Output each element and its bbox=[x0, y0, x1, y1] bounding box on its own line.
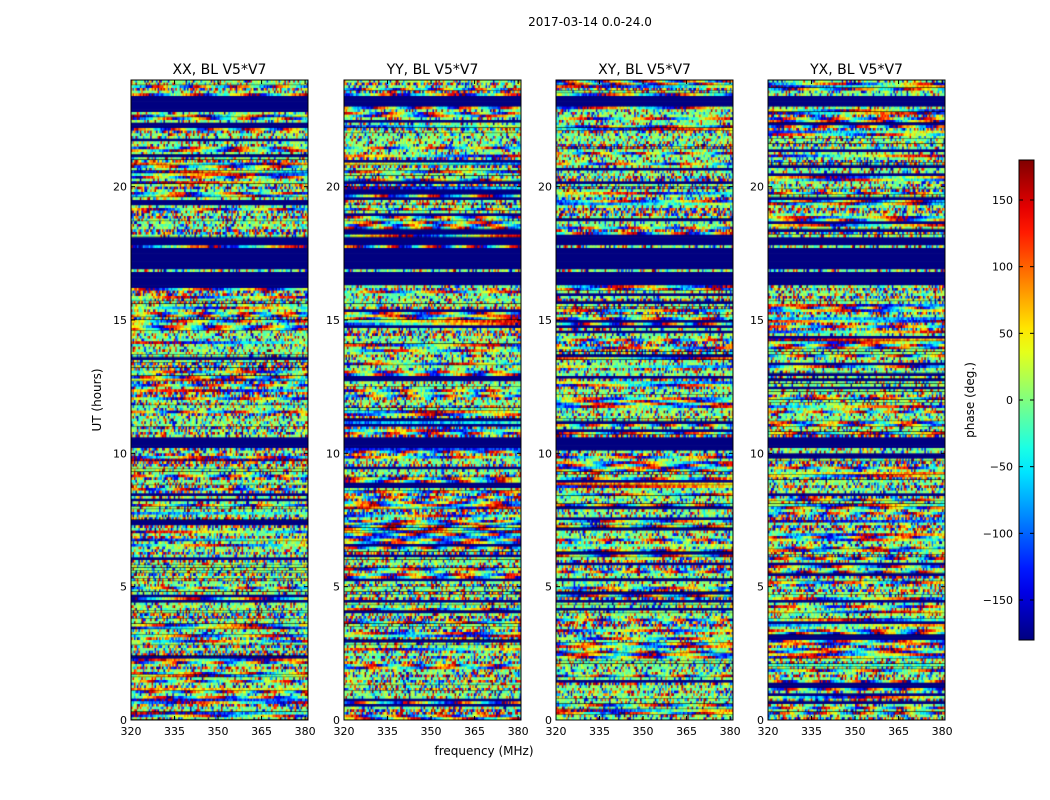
y-tick-label: 10 bbox=[113, 447, 127, 460]
x-tick-label: 350 bbox=[208, 725, 229, 738]
y-tick-label: 15 bbox=[326, 314, 340, 327]
colorbar-tick-label: −150 bbox=[983, 594, 1013, 607]
y-tick-label: 0 bbox=[333, 714, 340, 727]
y-tick-label: 5 bbox=[120, 581, 127, 594]
x-axis-label: frequency (MHz) bbox=[434, 744, 533, 758]
panel-title: YX, BL V5*V7 bbox=[809, 62, 903, 78]
colorbar: −150 −100 −50 0 50 100 150 phase (deg.) bbox=[963, 159, 1035, 641]
phase-heatmap bbox=[344, 80, 521, 720]
y-tick-label: 15 bbox=[538, 314, 552, 327]
colorbar-tick-label: 50 bbox=[999, 327, 1013, 340]
y-tick-label: 10 bbox=[326, 447, 340, 460]
colorbar-tick-label: 100 bbox=[992, 261, 1013, 274]
x-tick-label: 320 bbox=[121, 725, 142, 738]
panel-frame bbox=[130, 79, 309, 721]
x-tick-label: 350 bbox=[421, 725, 442, 738]
panel-1: XX, BL V5*V7 320 335 350 365 380 0 5 10 15 20 bbox=[113, 62, 316, 738]
panel-frame bbox=[767, 79, 946, 721]
phase-heatmap bbox=[556, 80, 733, 720]
panel-3: XY, BL V5*V7 320 335 350 365 380 0 5 10 15 20 bbox=[538, 62, 741, 738]
y-tick-label: 0 bbox=[120, 714, 127, 727]
colorbar-tick-label: −50 bbox=[990, 461, 1013, 474]
x-tick-label: 350 bbox=[845, 725, 866, 738]
panel-frame bbox=[343, 79, 522, 721]
panel-4: YX, BL V5*V7 320 335 350 365 380 0 5 10 15 20 bbox=[750, 62, 953, 738]
x-tick-label: 350 bbox=[633, 725, 654, 738]
x-tick-label: 320 bbox=[334, 725, 355, 738]
phase-heatmap bbox=[131, 80, 308, 720]
x-tick-label: 365 bbox=[888, 725, 909, 738]
x-tick-label: 335 bbox=[164, 725, 185, 738]
x-tick-label: 380 bbox=[720, 725, 741, 738]
x-tick-label: 320 bbox=[758, 725, 779, 738]
y-tick-label: 20 bbox=[113, 181, 127, 194]
y-tick-label: 10 bbox=[750, 447, 764, 460]
x-tick-label: 365 bbox=[251, 725, 272, 738]
colorbar-label: phase (deg.) bbox=[963, 362, 977, 438]
x-tick-label: 335 bbox=[801, 725, 822, 738]
y-tick-label: 0 bbox=[545, 714, 552, 727]
colorbar-tick-label: 150 bbox=[992, 194, 1013, 207]
panel-title: YY, BL V5*V7 bbox=[386, 62, 479, 78]
colorbar-tick-label: −100 bbox=[983, 527, 1013, 540]
y-tick-label: 5 bbox=[757, 581, 764, 594]
x-tick-label: 335 bbox=[377, 725, 398, 738]
figure-suptitle: 2017-03-14 0.0-24.0 bbox=[528, 15, 652, 29]
y-tick-label: 15 bbox=[113, 314, 127, 327]
panel-frame bbox=[555, 79, 734, 721]
y-tick-label: 5 bbox=[545, 581, 552, 594]
x-tick-label: 335 bbox=[589, 725, 610, 738]
y-tick-label: 15 bbox=[750, 314, 764, 327]
y-axis-label: UT (hours) bbox=[90, 368, 104, 431]
x-tick-label: 380 bbox=[932, 725, 953, 738]
panel-title: XX, BL V5*V7 bbox=[173, 62, 267, 78]
x-tick-label: 380 bbox=[295, 725, 316, 738]
phase-heatmap bbox=[768, 80, 945, 720]
y-tick-label: 5 bbox=[333, 581, 340, 594]
panel-title: XY, BL V5*V7 bbox=[598, 62, 691, 78]
y-tick-label: 10 bbox=[538, 447, 552, 460]
y-tick-label: 20 bbox=[538, 181, 552, 194]
y-tick-label: 0 bbox=[757, 714, 764, 727]
colorbar-tick-label: 0 bbox=[1006, 394, 1013, 407]
x-tick-label: 320 bbox=[546, 725, 567, 738]
x-tick-label: 365 bbox=[464, 725, 485, 738]
y-tick-label: 20 bbox=[750, 181, 764, 194]
x-tick-label: 365 bbox=[676, 725, 697, 738]
x-tick-label: 380 bbox=[508, 725, 529, 738]
panel-2: YY, BL V5*V7 320 335 350 365 380 0 5 10 15 20 bbox=[326, 62, 529, 738]
y-tick-label: 20 bbox=[326, 181, 340, 194]
